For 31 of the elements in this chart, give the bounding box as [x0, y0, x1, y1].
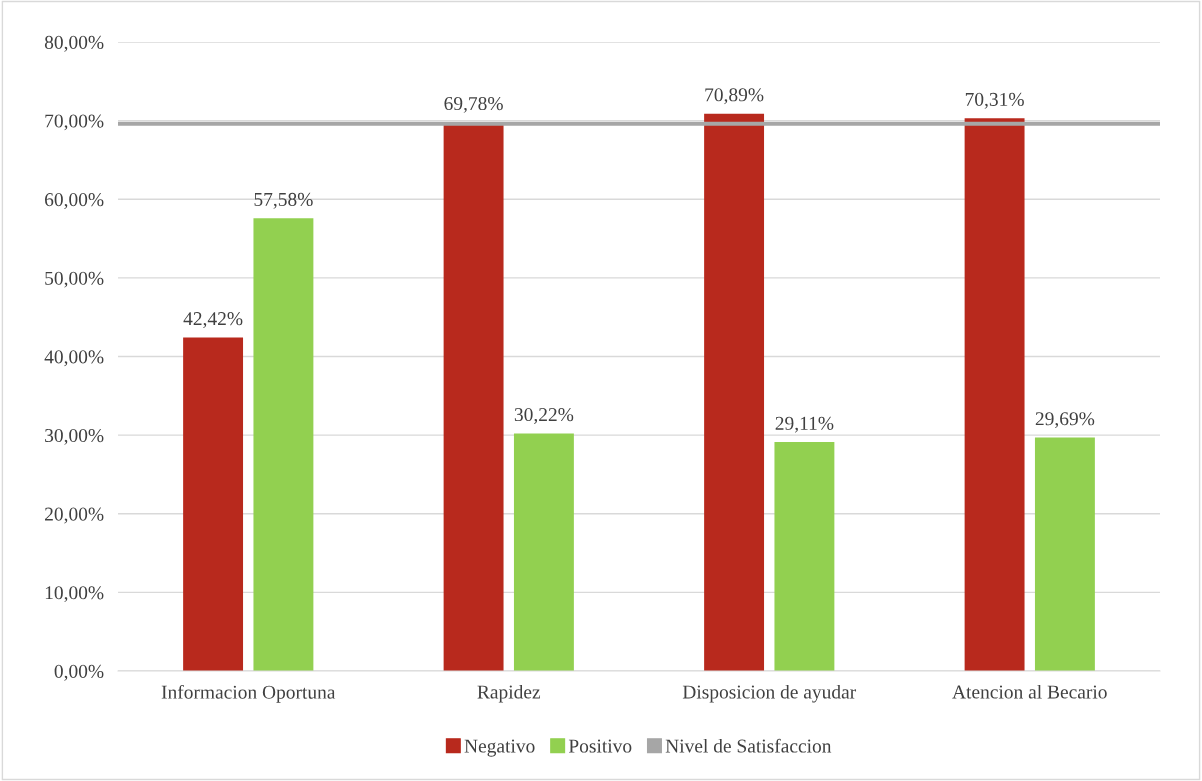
y-tick-label: 20,00%	[45, 507, 104, 524]
bar	[774, 442, 835, 671]
bar	[183, 337, 244, 671]
bar	[964, 118, 1025, 671]
y-tick-label: 40,00%	[44, 350, 104, 367]
y-tick-label: 10,00%	[45, 586, 104, 603]
y-tick-label: 70,00%	[45, 114, 104, 131]
bar	[253, 218, 314, 671]
legend-label: Nivel de Satisfaccion	[665, 738, 832, 753]
legend-label: Positivo	[568, 739, 632, 753]
y-tick-label: 50,00%	[45, 271, 104, 288]
x-tick-label: Atencion al Becario	[952, 684, 1107, 699]
x-tick-label: Rapidez	[477, 684, 541, 703]
y-tick-label: 80,00%	[44, 35, 104, 52]
x-tick-label: Disposicion de ayudar	[682, 684, 857, 703]
data-label: 57,58%	[254, 192, 313, 209]
x-tick-label: Informacion Oportuna	[161, 684, 336, 703]
y-tick-label: 60,00%	[45, 193, 104, 209]
y-tick-label: 0,00%	[54, 664, 104, 681]
data-label: 29,69%	[1035, 412, 1095, 429]
legend-label: Negativo	[464, 739, 535, 757]
data-label: 69,78%	[444, 96, 503, 113]
y-tick-label: 30,00%	[45, 428, 104, 445]
bar	[513, 433, 574, 671]
data-label: 29,11%	[775, 416, 834, 433]
data-label: 70,31%	[965, 92, 1024, 109]
data-label: 30,22%	[514, 407, 574, 424]
data-label: 42,42%	[183, 312, 243, 328]
data-label: 70,89%	[705, 88, 764, 105]
bar	[1034, 437, 1095, 671]
bar	[704, 113, 765, 671]
